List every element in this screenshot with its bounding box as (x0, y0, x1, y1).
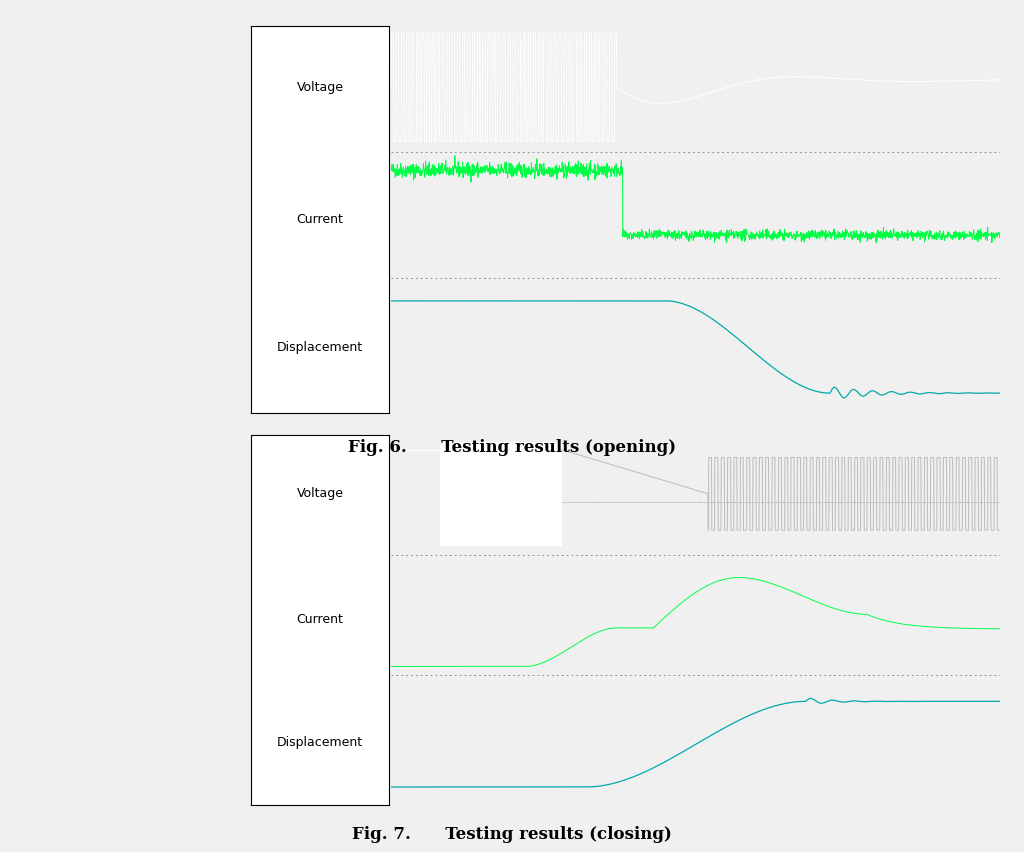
Text: Displacement: Displacement (276, 735, 364, 749)
Text: Voltage: Voltage (297, 487, 343, 500)
Text: Current: Current (297, 613, 343, 626)
Text: Current: Current (297, 213, 343, 226)
Text: Voltage: Voltage (297, 81, 343, 94)
Text: Fig. 7.      Testing results (closing): Fig. 7. Testing results (closing) (352, 826, 672, 843)
Text: Fig. 6.      Testing results (opening): Fig. 6. Testing results (opening) (348, 439, 676, 456)
Text: Displacement: Displacement (276, 341, 364, 354)
Bar (440, 442, 562, 545)
